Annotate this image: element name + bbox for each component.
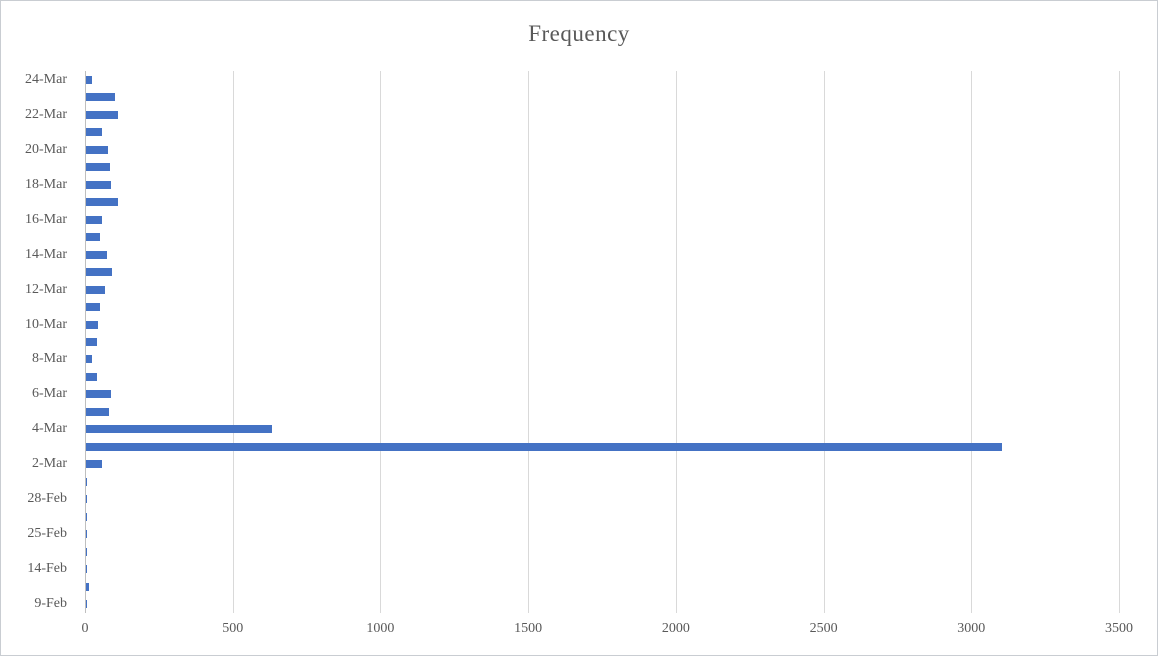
bar <box>86 530 88 539</box>
bar <box>86 75 93 84</box>
bar <box>86 565 88 574</box>
bar <box>86 442 1002 451</box>
y-axis-tick-label: 10-Mar <box>25 316 67 332</box>
x-gridline <box>528 71 530 613</box>
x-gridline <box>232 71 234 613</box>
bar <box>86 372 97 381</box>
bar <box>86 512 88 521</box>
bar <box>86 338 98 346</box>
y-axis-tick-label: 24-Mar <box>25 71 67 87</box>
bar <box>86 233 101 242</box>
y-axis-tick-label: 28-Feb <box>27 491 67 507</box>
x-axis-tick-label: 0 <box>81 621 89 636</box>
y-axis-tick-label: 25-Feb <box>27 526 67 542</box>
y-axis-line <box>85 71 86 613</box>
chart-title: Frequency <box>528 21 630 46</box>
bar <box>86 355 93 364</box>
bar <box>86 285 105 294</box>
bar <box>86 460 103 469</box>
y-axis-tick-label: 20-Mar <box>25 141 67 157</box>
y-axis-tick-label: 9-Feb <box>34 596 67 612</box>
bar <box>86 163 110 172</box>
y-axis-tick-label: 6-Mar <box>32 386 67 402</box>
bar <box>86 582 89 591</box>
x-axis-tick-label: 1500 <box>514 621 543 636</box>
bar <box>86 128 102 137</box>
bar <box>86 93 115 102</box>
x-axis-tick-label: 500 <box>222 621 244 636</box>
y-axis-tick-label: 12-Mar <box>25 281 67 297</box>
x-axis-tick-label: 1000 <box>366 621 395 636</box>
bar <box>86 407 110 416</box>
bar <box>86 600 88 609</box>
y-axis-tick-label: 8-Mar <box>32 351 67 367</box>
y-axis-tick-label: 18-Mar <box>25 176 67 192</box>
bar <box>86 250 108 259</box>
bar <box>86 390 112 399</box>
x-gridline <box>675 71 677 613</box>
bar <box>86 495 88 504</box>
bar <box>86 268 113 277</box>
bar <box>86 198 118 207</box>
y-axis-tick-label: 16-Mar <box>25 211 67 227</box>
y-axis-tick-label: 14-Mar <box>25 246 67 262</box>
x-gridline <box>823 71 825 613</box>
y-axis-tick-label: 22-Mar <box>25 106 67 122</box>
x-axis-tick-label: 3000 <box>957 621 986 636</box>
y-axis-tick-label: 14-Feb <box>27 561 67 577</box>
y-axis-tick-label: 4-Mar <box>32 421 67 437</box>
bar <box>86 320 99 329</box>
x-axis-tick-label: 2000 <box>661 621 690 636</box>
bar <box>86 425 272 434</box>
plot-area <box>85 71 1120 613</box>
x-gridline <box>971 71 973 613</box>
bar <box>86 215 103 224</box>
bar <box>86 547 88 556</box>
bar <box>86 110 118 119</box>
bar <box>86 145 108 154</box>
x-axis-tick-label: 3500 <box>1105 621 1133 636</box>
x-axis-tick-label: 2500 <box>809 621 838 636</box>
bar <box>86 477 88 486</box>
bar <box>86 180 111 189</box>
x-gridline <box>1119 71 1120 613</box>
x-gridline <box>380 71 382 613</box>
y-axis-tick-label: 2-Mar <box>32 456 67 472</box>
bar <box>86 303 101 312</box>
